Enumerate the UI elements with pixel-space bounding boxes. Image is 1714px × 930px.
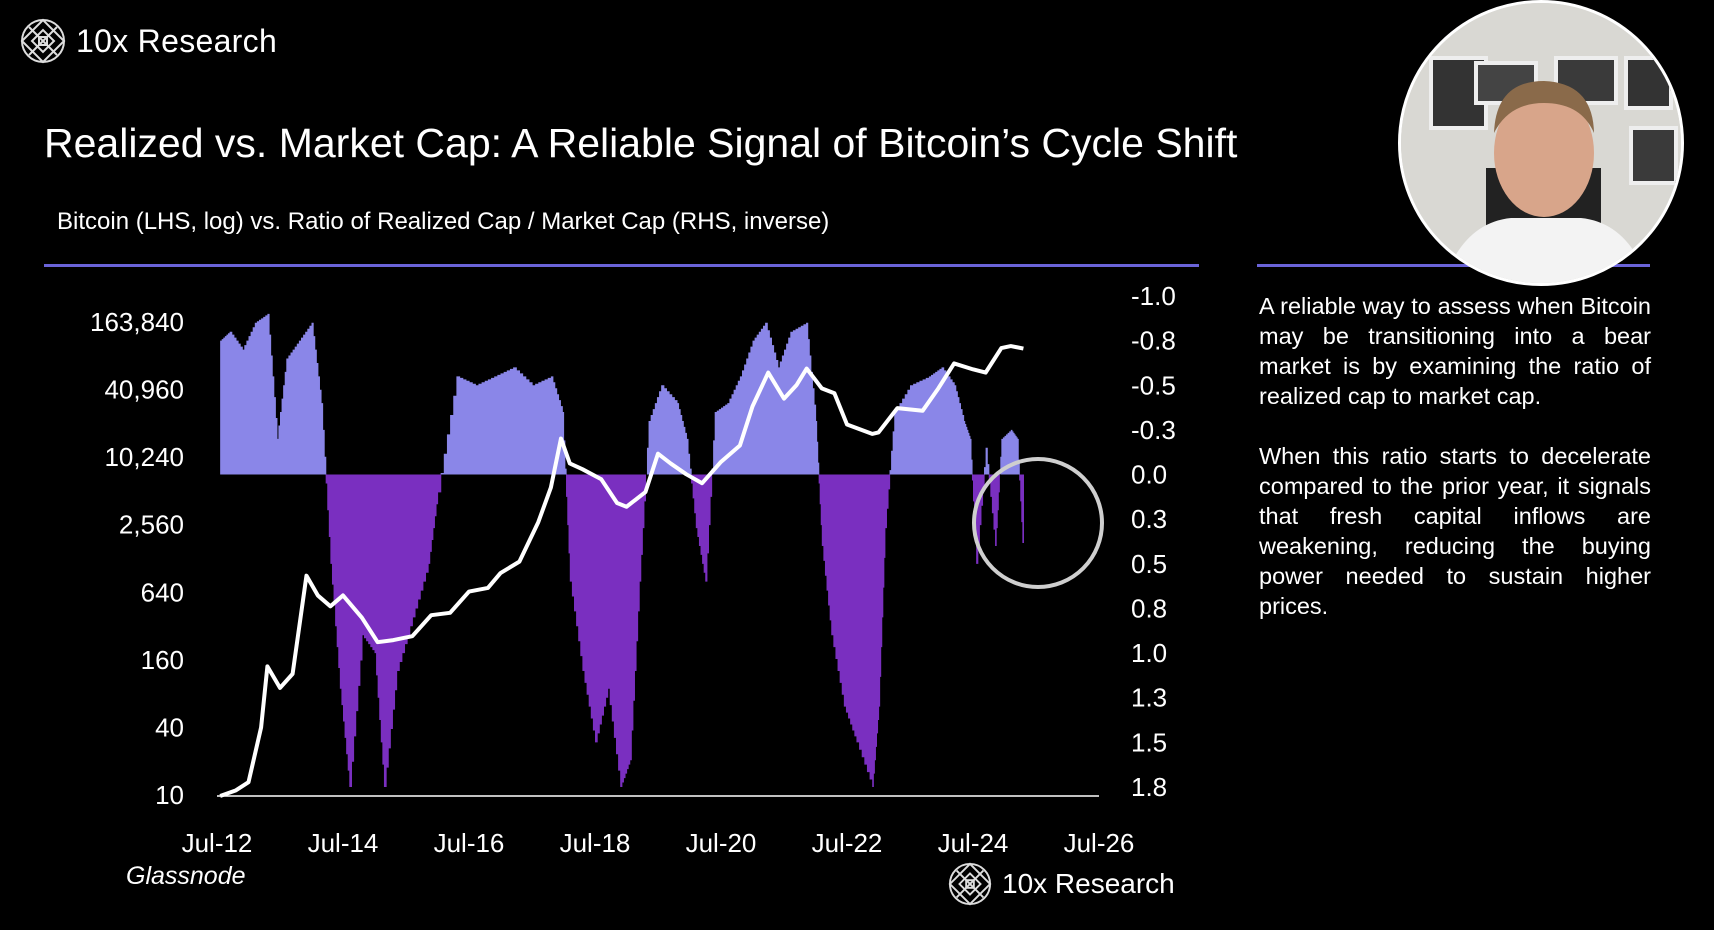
presenter-video-icon [1401,3,1681,283]
divider-right [1257,264,1650,267]
page-title: Realized vs. Market Cap: A Reliable Sign… [44,120,1238,166]
presenter-webcam [1398,0,1684,286]
left-axis-tick-label: 40,960 [104,375,184,405]
right-axis-tick-label: 1.0 [1131,638,1167,668]
left-axis-tick-label: 40 [155,712,184,742]
right-axis-tick-label: 0.5 [1131,549,1167,579]
right-axis-tick-label: 1.5 [1131,727,1167,757]
right-axis-tick-label: -0.3 [1131,415,1176,445]
divider-left [44,264,1199,267]
brand-name: 10x Research [76,22,278,59]
left-axis-tick-label: 160 [141,645,184,675]
commentary-paragraph: A reliable way to assess when Bitcoin ma… [1259,293,1651,409]
commentary-paragraph: When this ratio starts to decelerate com… [1259,443,1651,619]
right-axis-tick-label: 0.0 [1131,460,1167,490]
brand-logo-bottom: 10x Research [948,862,1175,906]
right-axis-tick-label: 1.3 [1131,683,1167,713]
right-axis-tick-label: 0.3 [1131,504,1167,534]
ratio-area-negative [220,313,1020,475]
right-axis-tick-label: -0.8 [1131,326,1176,356]
data-source: Glassnode [126,862,246,890]
x-axis-tick-label: Jul-20 [686,828,757,858]
x-axis-tick-label: Jul-18 [560,828,631,858]
x-axis-tick-label: Jul-24 [938,828,1009,858]
research-logo-icon [20,18,66,64]
x-axis-tick-label: Jul-26 [1064,828,1135,858]
left-axis-tick-label: 10,240 [104,442,184,472]
x-axis-tick-label: Jul-22 [812,828,883,858]
right-axis-tick-label: 1.8 [1131,772,1167,802]
brand-logo-top: 10x Research [20,18,277,64]
brand-name: 10x Research [1002,868,1175,899]
right-axis-tick-label: -0.5 [1131,370,1176,400]
x-axis-tick-label: Jul-16 [434,828,505,858]
right-axis-tick-label: -1.0 [1131,281,1176,311]
ratio-area-positive [325,474,1024,787]
left-axis-tick-label: 640 [141,577,184,607]
left-axis-tick-label: 10 [155,780,184,810]
bitcoin-price-line [219,344,1024,798]
commentary-panel: A reliable way to assess when Bitcoin ma… [1259,291,1651,651]
x-axis-tick-label: Jul-12 [182,828,253,858]
right-axis-tick-label: 0.8 [1131,593,1167,623]
x-axis-tick-label: Jul-14 [308,828,379,858]
research-logo-icon [948,862,992,906]
chart-subtitle: Bitcoin (LHS, log) vs. Ratio of Realized… [57,208,830,235]
annotation-circle [972,457,1104,589]
left-axis-tick-label: 163,840 [90,307,184,337]
left-axis-tick-label: 2,560 [119,510,184,540]
